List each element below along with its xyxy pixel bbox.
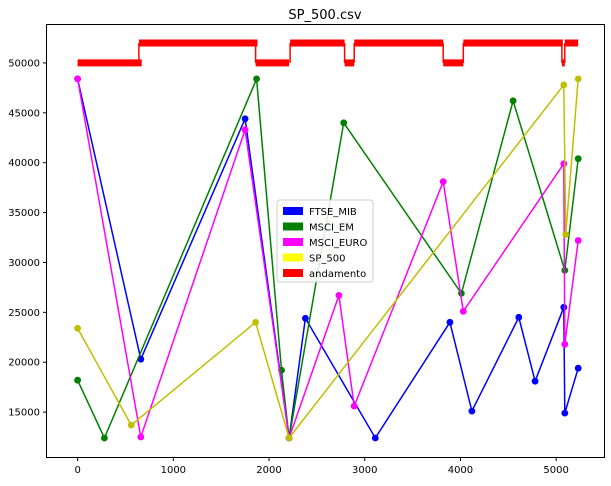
legend-label-andamento: andamento (309, 269, 366, 280)
legend-swatch-MSCI_EM (283, 222, 303, 231)
x-tick-label: 2000 (256, 465, 281, 476)
data-point-FTSE_MIB-2 (241, 115, 249, 123)
data-point-FTSE_MIB-9 (531, 377, 539, 385)
data-point-FTSE_MIB-10 (560, 303, 568, 311)
series-SP_500 (74, 75, 582, 442)
y-tick-label: 50000 (8, 58, 40, 69)
data-point-MSCI_EURO-1 (137, 433, 145, 441)
data-point-MSCI_EM-9 (574, 155, 582, 163)
y-axis: 15000 20000 25000 30000 35000 40000 45000 50000 (8, 58, 47, 419)
data-point-SP_500-5 (562, 231, 570, 238)
y-tick-label: 25000 (8, 308, 40, 319)
data-point-MSCI_EURO-8 (560, 160, 568, 168)
legend-label-SP_500: SP_500 (309, 254, 345, 265)
y-tick-label: 45000 (8, 108, 40, 119)
data-point-SP_500-2 (252, 318, 259, 326)
data-point-FTSE_MIB-7 (468, 407, 476, 415)
legend: FTSE_MIB MSCI_EM MSCI_EURO SP_500 andamento (276, 199, 374, 283)
x-tick-label: 3000 (352, 465, 377, 476)
data-point-MSCI_EURO-4 (335, 292, 343, 299)
y-tick-label: 40000 (8, 158, 40, 169)
plot-area-frame (46, 24, 605, 458)
data-point-MSCI_EM-2 (253, 75, 260, 83)
legend-label-FTSE_MIB: FTSE_MIB (309, 207, 357, 218)
data-point-FTSE_MIB-4 (302, 314, 309, 322)
data-point-MSCI_EURO-9 (561, 340, 569, 348)
data-point-SP_500-6 (574, 75, 582, 83)
y-tick-label: 20000 (8, 358, 40, 369)
data-point-MSCI_EURO-5 (350, 402, 358, 410)
data-point-MSCI_EM-7 (509, 97, 517, 105)
x-axis: 0 1000 2000 3000 4000 5000 (74, 457, 569, 476)
y-tick-label: 15000 (8, 408, 40, 419)
legend-swatch-FTSE_MIB (283, 207, 303, 215)
data-point-FTSE_MIB-5 (371, 434, 379, 442)
series-andamento (77, 39, 579, 67)
data-point-SP_500-3 (285, 434, 293, 442)
y-tick-label: 30000 (8, 258, 40, 269)
data-point-FTSE_MIB-8 (515, 313, 523, 321)
data-point-MSCI_EURO-7 (459, 307, 467, 315)
legend-swatch-andamento (283, 269, 303, 277)
x-tick-label: 5000 (543, 465, 568, 476)
x-tick-label: 4000 (448, 465, 473, 476)
data-point-MSCI_EURO-2 (241, 126, 249, 134)
x-tick-label: 0 (74, 465, 80, 476)
data-point-SP_500-0 (74, 324, 81, 332)
data-point-FTSE_MIB-6 (446, 318, 454, 326)
data-point-FTSE_MIB-11 (561, 409, 569, 417)
y-tick-label: 35000 (8, 208, 40, 219)
chart-title: SP_500.csv (288, 8, 361, 23)
x-tick-label: 1000 (161, 465, 186, 476)
data-point-MSCI_EURO-10 (574, 237, 582, 244)
legend-label-MSCI_EURO: MSCI_EURO (309, 238, 367, 249)
data-point-MSCI_EURO-0 (74, 75, 81, 83)
data-point-MSCI_EM-0 (74, 376, 81, 384)
data-point-MSCI_EURO-6 (439, 178, 447, 186)
legend-swatch-MSCI_EURO (283, 238, 303, 246)
legend-swatch-SP_500 (283, 253, 303, 262)
data-point-MSCI_EM-1 (101, 434, 108, 442)
data-point-SP_500-1 (127, 421, 135, 429)
legend-label-MSCI_EM: MSCI_EM (309, 223, 354, 234)
data-point-SP_500-4 (560, 81, 568, 89)
data-point-MSCI_EM-5 (340, 119, 348, 127)
data-point-FTSE_MIB-12 (574, 364, 582, 372)
